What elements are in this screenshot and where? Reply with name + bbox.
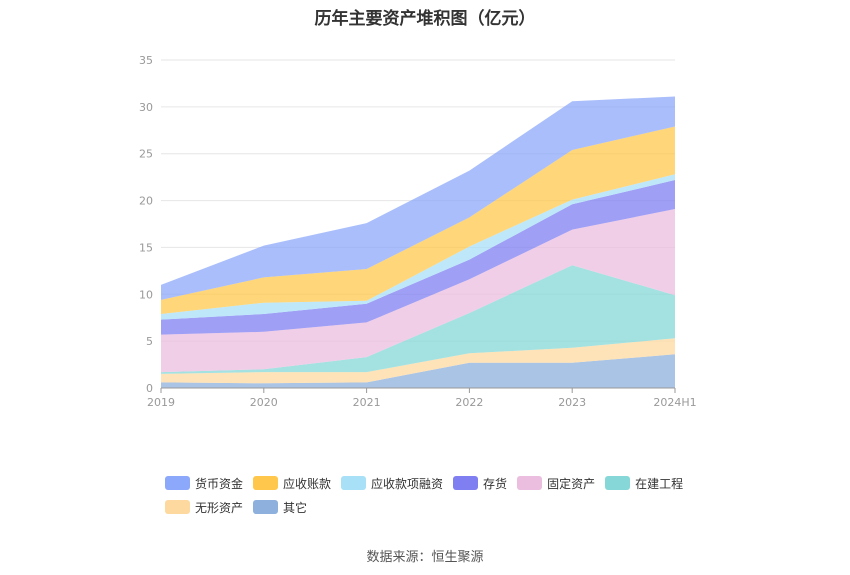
legend-swatch — [517, 476, 543, 490]
y-tick-label: 30 — [139, 101, 153, 114]
area-其它 — [161, 354, 675, 388]
y-tick-label: 25 — [139, 148, 153, 161]
legend-swatch — [453, 476, 479, 490]
x-tick-label: 2023 — [558, 396, 586, 409]
x-tick-label: 2020 — [250, 396, 278, 409]
legend-item[interactable]: 应收款项融资 — [341, 475, 443, 492]
legend-row: 货币资金 应收账款 应收款项融资 存货 固定资产 在建工程 — [165, 471, 725, 495]
legend-swatch — [165, 476, 190, 490]
area-应收款项融资 — [161, 174, 675, 320]
legend-swatch — [165, 500, 190, 514]
area-固定资产 — [161, 209, 675, 373]
y-tick-label: 0 — [146, 382, 153, 395]
area-series — [161, 96, 675, 388]
legend-item[interactable]: 无形资产 — [165, 499, 243, 516]
legend-label: 在建工程 — [635, 476, 684, 491]
source-note: 数据来源：恒生聚源 — [366, 550, 484, 565]
legend-item[interactable]: 其它 — [253, 499, 307, 516]
y-tick-label: 35 — [139, 54, 153, 67]
legend-item[interactable]: 在建工程 — [605, 475, 683, 492]
legend-swatch — [253, 500, 279, 514]
area-在建工程 — [161, 265, 675, 374]
y-tick-label: 5 — [146, 335, 153, 348]
area-应收账款 — [161, 126, 675, 314]
stacked-area-chart: 0 5 10 15 20 25 30 35 2019 2020 2021 2022 2023 2024H1 — [139, 54, 697, 409]
y-tick-label: 10 — [139, 288, 153, 301]
x-tick-label: 2019 — [147, 396, 175, 409]
x-tick-label: 2022 — [455, 396, 483, 409]
legend-label: 固定资产 — [547, 476, 596, 491]
legend-label: 应收款项融资 — [371, 476, 444, 491]
y-tick-label: 20 — [139, 195, 153, 208]
area-货币资金 — [161, 96, 675, 300]
x-tick-label: 2024H1 — [653, 396, 696, 409]
legend-item[interactable]: 货币资金 — [165, 475, 243, 492]
legend-label: 应收账款 — [283, 476, 332, 491]
legend-label: 无形资产 — [195, 500, 244, 515]
area-存货 — [161, 180, 675, 335]
legend: 货币资金 应收账款 应收款项融资 存货 固定资产 在建工程无形资产 其它 — [165, 471, 725, 519]
legend-item[interactable]: 应收账款 — [253, 475, 331, 492]
legend-swatch — [341, 476, 367, 490]
legend-item[interactable]: 固定资产 — [517, 475, 595, 492]
legend-swatch — [253, 476, 279, 490]
legend-label: 其它 — [283, 500, 308, 515]
legend-label: 货币资金 — [195, 476, 244, 491]
legend-row: 无形资产 其它 — [165, 495, 725, 519]
y-tick-label: 15 — [139, 241, 153, 254]
legend-swatch — [605, 476, 631, 490]
legend-item[interactable]: 存货 — [453, 475, 507, 492]
axes: 0 5 10 15 20 25 30 35 2019 2020 2021 2022 2023 2024H1 — [139, 54, 697, 409]
area-无形资产 — [161, 338, 675, 384]
chart-title: 历年主要资产堆积图（亿元） — [314, 9, 536, 29]
legend-label: 存货 — [483, 476, 508, 491]
x-tick-label: 2021 — [353, 396, 381, 409]
